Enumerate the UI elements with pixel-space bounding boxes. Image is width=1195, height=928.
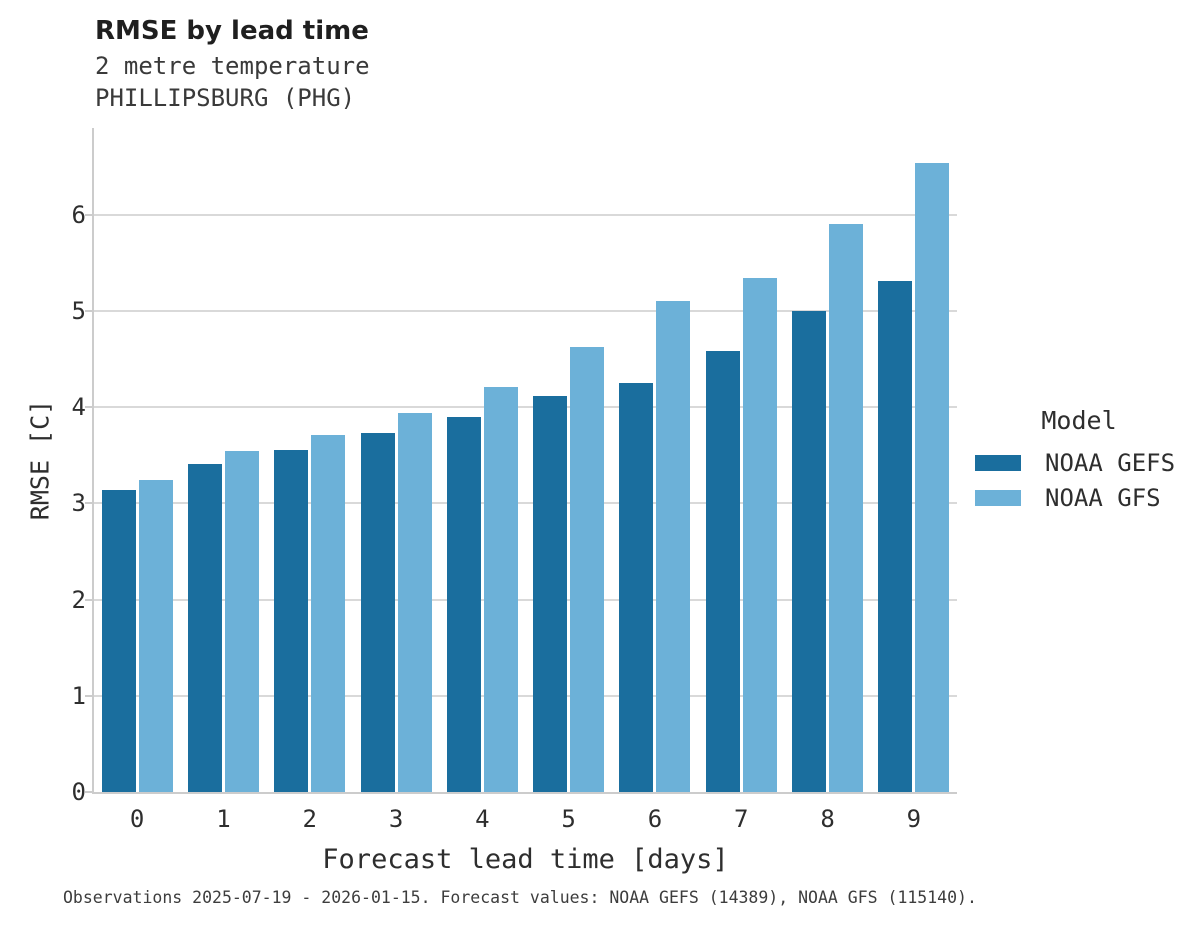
- bar-noaa-gfs-day-2: [311, 434, 346, 792]
- caption: Observations 2025-07-19 - 2026-01-15. Fo…: [63, 888, 977, 907]
- legend-label-noaa-gfs: NOAA GFS: [1045, 484, 1161, 512]
- x-tick-label-9: 9: [906, 805, 922, 833]
- x-tick-label-3: 3: [388, 805, 404, 833]
- noaa-gfs-swatch-icon: [975, 490, 1021, 506]
- bar-noaa-gefs-day-6: [619, 383, 654, 792]
- y-tick-label-2: 2: [71, 585, 86, 614]
- x-axis-label: Forecast lead time [days]: [322, 844, 729, 875]
- gridline-y-4: [94, 406, 957, 409]
- x-tick-label-0: 0: [129, 805, 145, 833]
- bar-noaa-gfs-day-4: [483, 386, 518, 792]
- bar-noaa-gfs-day-9: [915, 162, 950, 792]
- y-tick-mark-0: [85, 791, 92, 793]
- bar-noaa-gefs-day-2: [274, 450, 309, 792]
- bar-noaa-gfs-day-3: [397, 412, 432, 792]
- x-tick-label-1: 1: [216, 805, 231, 833]
- y-tick-label-5: 5: [71, 296, 86, 325]
- legend-label-noaa-gefs: NOAA GEFS: [1045, 449, 1176, 477]
- bar-noaa-gfs-day-1: [224, 451, 259, 792]
- y-tick-mark-2: [85, 598, 92, 601]
- y-tick-label-0: 0: [71, 778, 86, 806]
- bar-noaa-gfs-day-0: [138, 480, 173, 792]
- bar-noaa-gefs-day-7: [705, 351, 740, 792]
- gridline-y-5: [94, 309, 957, 312]
- gridline-y-6: [94, 213, 957, 216]
- bar-noaa-gefs-day-8: [792, 310, 827, 792]
- bar-noaa-gfs-day-6: [656, 301, 691, 792]
- x-tick-label-8: 8: [820, 805, 835, 833]
- noaa-gefs-swatch-icon: [975, 455, 1021, 471]
- bar-noaa-gefs-day-0: [101, 489, 136, 792]
- x-axis-spine: [92, 792, 957, 794]
- chart-title: RMSE by lead time: [95, 16, 369, 46]
- x-tick-label-5: 5: [561, 805, 576, 833]
- y-axis-spine: [92, 128, 94, 794]
- bar-noaa-gfs-day-8: [829, 224, 864, 792]
- legend-item-noaa-gefs: NOAA GEFS: [965, 448, 1195, 478]
- bar-noaa-gfs-day-5: [570, 347, 605, 792]
- y-tick-mark-5: [85, 309, 92, 312]
- gridline-y-3: [94, 502, 957, 505]
- y-tick-label-1: 1: [71, 681, 86, 710]
- y-tick-mark-3: [85, 502, 92, 505]
- y-tick-mark-4: [85, 406, 92, 409]
- bar-noaa-gefs-day-9: [878, 281, 913, 792]
- bar-noaa-gefs-day-3: [360, 433, 395, 792]
- bar-noaa-gfs-day-7: [742, 278, 777, 792]
- legend-item-noaa-gfs: NOAA GFS: [965, 483, 1195, 513]
- x-tick-label-4: 4: [475, 805, 490, 833]
- y-tick-mark-6: [85, 213, 92, 216]
- x-tick-label-7: 7: [734, 805, 749, 833]
- chart-subtitle-variable: 2 metre temperature: [95, 52, 370, 80]
- bar-noaa-gefs-day-1: [187, 463, 222, 792]
- x-tick-label-2: 2: [302, 805, 317, 833]
- gridline-y-2: [94, 598, 957, 601]
- chart-subtitle-station: PHILLIPSBURG (PHG): [95, 84, 356, 112]
- y-tick-mark-1: [85, 694, 92, 697]
- y-tick-label-6: 6: [71, 200, 86, 229]
- y-tick-label-4: 4: [71, 393, 86, 422]
- bar-noaa-gefs-day-5: [533, 396, 568, 792]
- y-tick-label-3: 3: [71, 489, 86, 518]
- bar-noaa-gefs-day-4: [446, 416, 481, 792]
- x-tick-label-6: 6: [647, 805, 663, 833]
- gridline-y-1: [94, 694, 957, 697]
- legend-title: Model: [1041, 406, 1117, 435]
